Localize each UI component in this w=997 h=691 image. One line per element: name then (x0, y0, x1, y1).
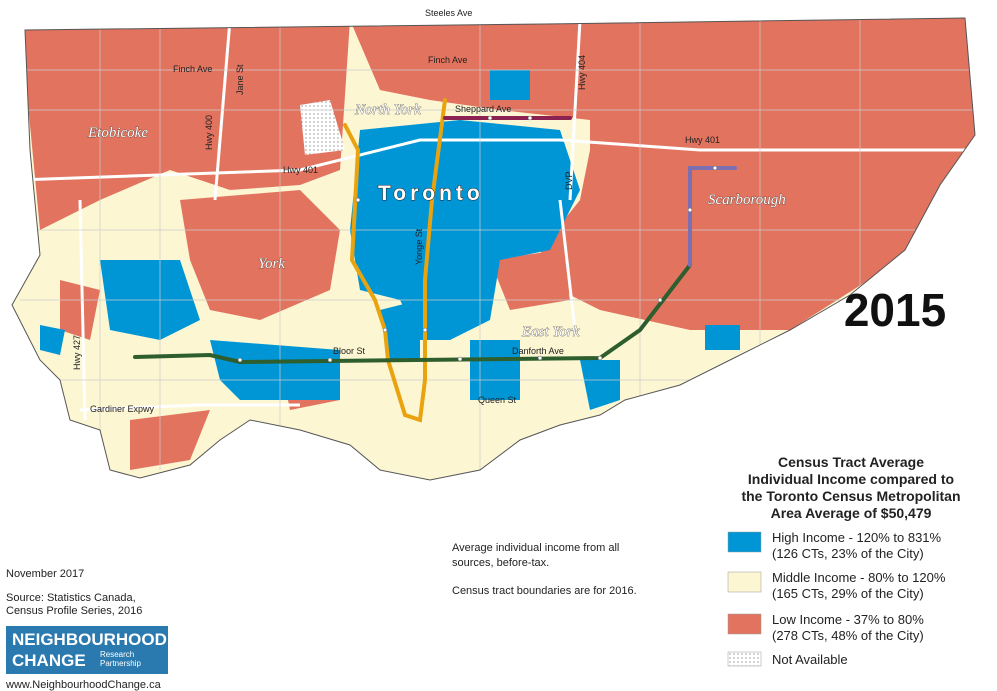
street-label: Hwy 404 (577, 55, 587, 90)
logo-text: Research (100, 650, 134, 659)
street-label: Hwy 400 (204, 115, 214, 150)
high-income-area (705, 325, 740, 350)
city-outline (11, 17, 976, 481)
area-label: Toronto (378, 182, 484, 205)
high-income-area (470, 340, 520, 400)
street-label: Finch Ave (428, 55, 467, 65)
logo-text: CHANGE (12, 651, 86, 670)
low-income-area (130, 410, 210, 470)
high-income-area (380, 300, 420, 360)
street-labels: Steeles Ave Finch Ave Finch Ave Jane St … (72, 8, 720, 414)
high-income-area (580, 360, 620, 410)
street-label: Jane St (235, 64, 245, 95)
street-label: Steeles Ave (425, 8, 472, 18)
legend-swatch (727, 613, 762, 635)
street-label: Hwy 427 (72, 335, 82, 370)
source: Census Profile Series, 2016 (6, 605, 142, 617)
street-label: Queen St (478, 395, 517, 405)
area-label: York (258, 256, 285, 272)
logo-text: NEIGHBOURHOOD (12, 630, 167, 649)
area-label: Scarborough (708, 192, 786, 208)
legend-swatch (727, 571, 762, 593)
street-label: Gardiner Expwy (90, 404, 155, 414)
source: Source: Statistics Canada, (6, 592, 136, 604)
logo-box (6, 626, 168, 674)
high-income-area (210, 340, 340, 400)
legend-detail: (165 CTs, 29% of the City) (772, 586, 924, 601)
area-labels: Etobicoke North York Toronto Scarborough… (87, 102, 786, 341)
area-label: North York (354, 102, 421, 118)
year: 2015 (844, 284, 946, 336)
legend-label: Middle Income - 80% to 120% (772, 570, 946, 585)
note: Average individual income from all (452, 542, 619, 554)
area-label: East York (521, 324, 580, 340)
note: Census tract boundaries are for 2016. (452, 585, 637, 597)
legend-title: Individual Income compared to (748, 471, 954, 487)
street-label: Danforth Ave (512, 346, 564, 356)
legend-title: Census Tract Average (778, 454, 924, 470)
area-label: Etobicoke (87, 125, 148, 141)
high-income-area (490, 70, 530, 100)
street-label: Finch Ave (173, 64, 212, 74)
footer: November 2017 Source: Statistics Canada,… (5, 568, 168, 691)
street-label: DVP (564, 171, 574, 190)
legend-label: Low Income - 37% to 80% (772, 612, 924, 627)
logo-text: Partnership (100, 659, 141, 668)
legend-title: Area Average of $50,479 (771, 505, 932, 521)
legend-label: Not Available (772, 652, 848, 667)
street-label: Bloor St (333, 346, 366, 356)
street-label: Hwy 401 (685, 135, 720, 145)
date: November 2017 (6, 568, 84, 580)
legend-swatch (727, 531, 762, 553)
low-income-area (180, 190, 340, 320)
map-area (12, 18, 975, 480)
notes: Average individual income from all sourc… (452, 542, 637, 597)
transit-lines (133, 98, 737, 423)
url: www.NeighbourhoodChange.ca (5, 679, 162, 691)
legend-detail: (126 CTs, 23% of the City) (772, 546, 924, 561)
legend-detail: (278 CTs, 48% of the City) (772, 628, 924, 643)
legend-label: High Income - 120% to 831% (772, 530, 942, 545)
street-label: Yonge St (414, 228, 424, 265)
high-income-area (40, 325, 65, 355)
low-income-area (60, 280, 100, 340)
legend-title: the Toronto Census Metropolitan (741, 488, 960, 504)
street-label: Sheppard Ave (455, 104, 511, 114)
low-income-area (490, 250, 570, 310)
legend-swatch (727, 651, 762, 667)
street-label: Hwy 401 (283, 165, 318, 175)
note: sources, before-tax. (452, 557, 549, 569)
